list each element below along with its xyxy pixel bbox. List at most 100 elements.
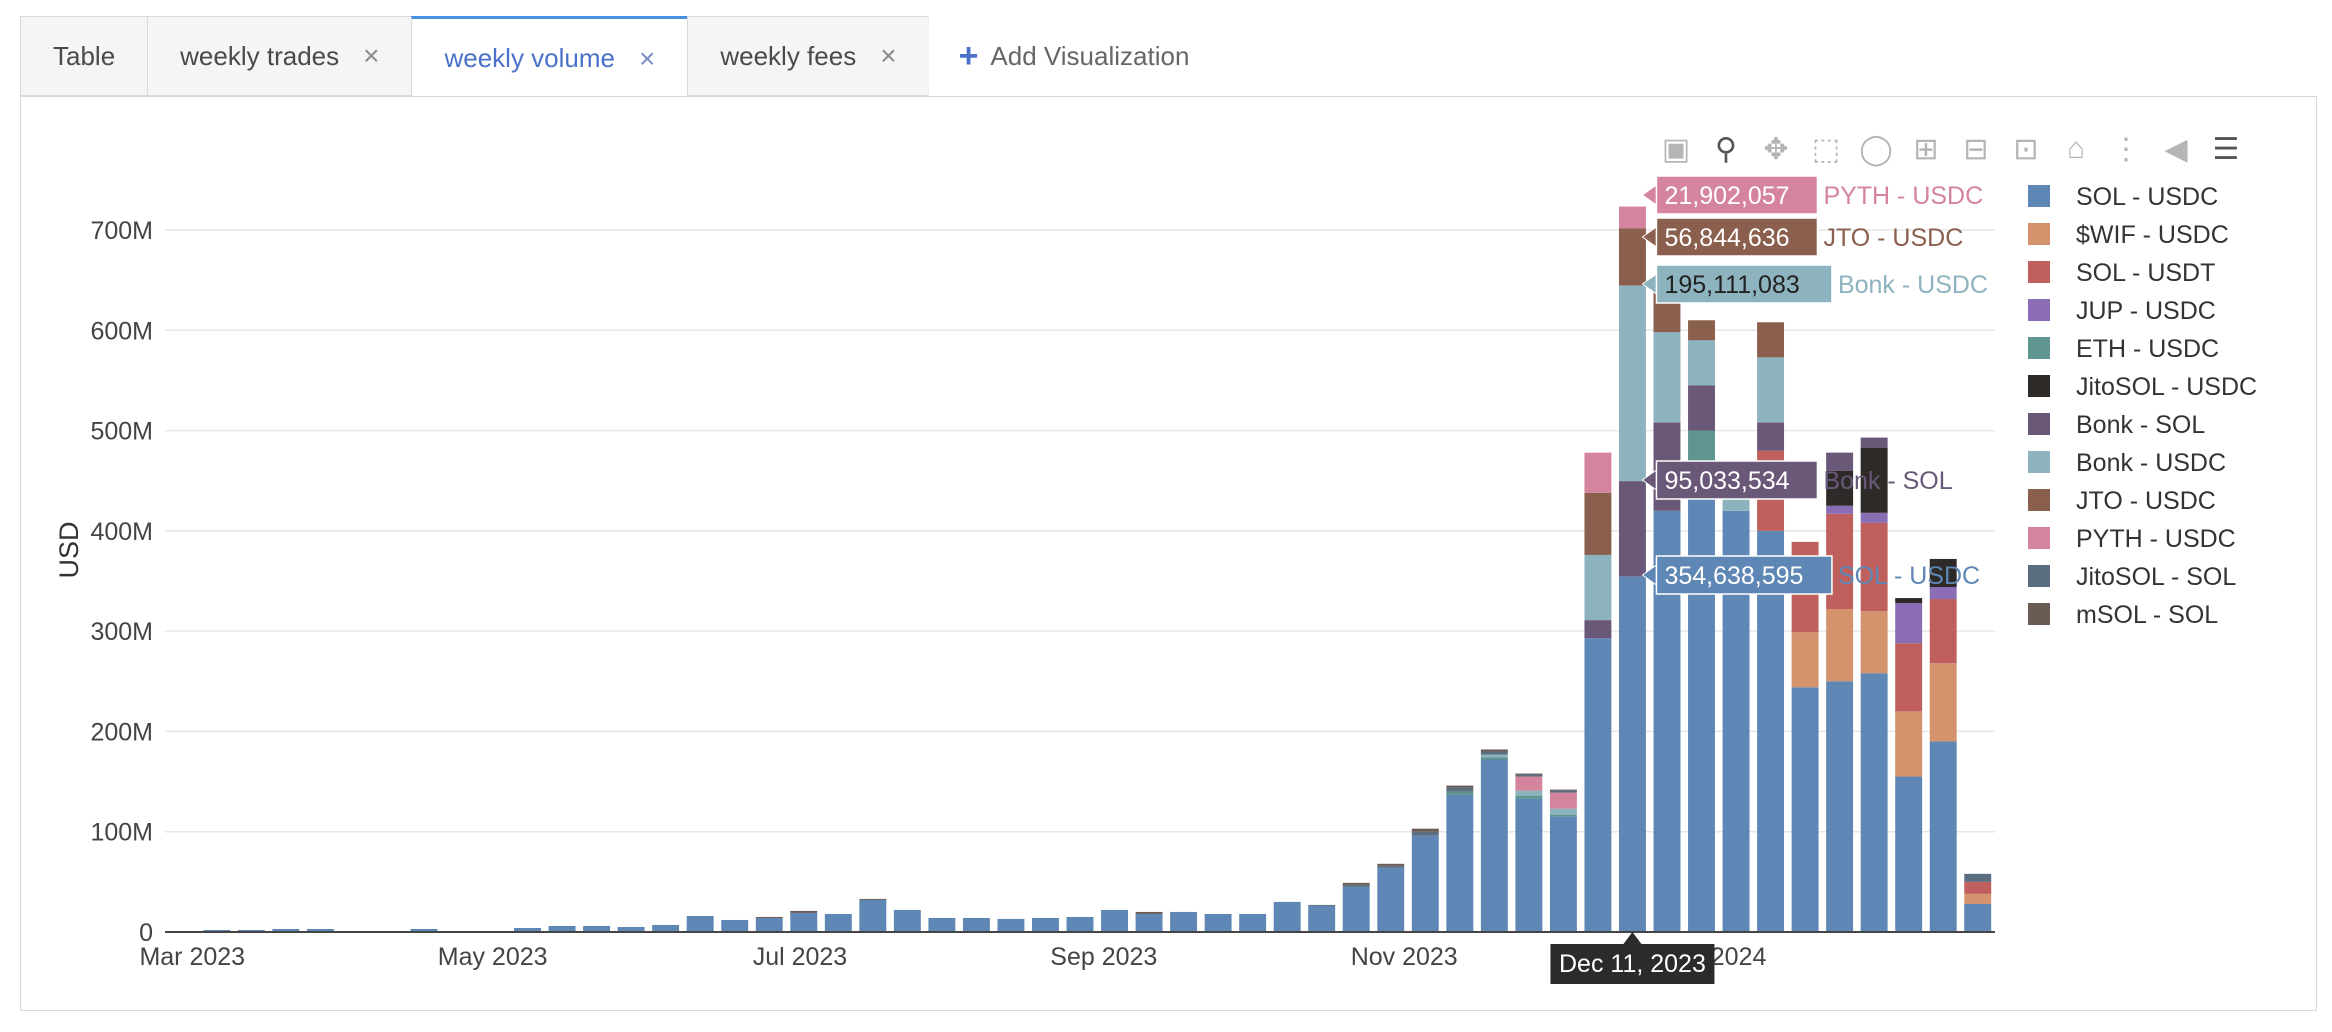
bar-segment[interactable] — [1515, 776, 1543, 791]
bar-segment[interactable] — [1757, 530, 1785, 932]
bar-segment[interactable] — [1688, 430, 1715, 461]
tab-weekly-volume[interactable]: weekly volume × — [411, 16, 688, 98]
bar-segment[interactable] — [1515, 798, 1543, 932]
tab-weekly-trades[interactable]: weekly trades × — [147, 16, 412, 96]
bar-segment[interactable] — [859, 898, 887, 900]
legend-item[interactable]: JitoSOL - SOL — [2028, 563, 2236, 591]
reset-axes-icon[interactable]: ⌂ — [2066, 132, 2086, 165]
bar-segment[interactable] — [1826, 505, 1854, 514]
bar-segment[interactable] — [1688, 385, 1715, 431]
bar-segment[interactable] — [1480, 751, 1508, 755]
bar-segment[interactable] — [1618, 285, 1646, 482]
bar-segment[interactable] — [1826, 681, 1854, 932]
bar-segment[interactable] — [1964, 873, 1992, 882]
bar-segment[interactable] — [1515, 774, 1543, 777]
bar-segment[interactable] — [1549, 790, 1577, 793]
bar-segment[interactable] — [755, 916, 783, 918]
bar-segment[interactable] — [824, 913, 852, 932]
legend-item[interactable]: JUP - USDC — [2028, 297, 2216, 325]
bar-segment[interactable] — [1480, 759, 1508, 932]
bar-segment[interactable] — [1964, 881, 1992, 894]
bar-segment[interactable] — [1618, 206, 1646, 229]
box-select-icon[interactable]: ⬚ — [1811, 133, 1841, 166]
bar-segment[interactable] — [1584, 492, 1612, 555]
bar-segment[interactable] — [1066, 916, 1094, 932]
bar-segment[interactable] — [1860, 611, 1888, 674]
bar-segment[interactable] — [686, 915, 714, 932]
bar-segment[interactable] — [1411, 831, 1439, 836]
bar-segment[interactable] — [1239, 913, 1267, 932]
bar-segment[interactable] — [1446, 794, 1474, 932]
bar-segment[interactable] — [1688, 320, 1715, 341]
legend-item[interactable]: $WIF - USDC — [2028, 221, 2229, 249]
bar-segment[interactable] — [617, 926, 645, 932]
bar-segment[interactable] — [893, 909, 921, 932]
bar-segment[interactable] — [1688, 340, 1715, 386]
bar-segment[interactable] — [1929, 741, 1957, 932]
bar-segment[interactable] — [1584, 554, 1612, 621]
bar-segment[interactable] — [859, 899, 887, 932]
bar-segment[interactable] — [790, 912, 818, 932]
bar-segment[interactable] — [1826, 452, 1854, 471]
bar-segment[interactable] — [1584, 452, 1612, 493]
bar-segment[interactable] — [548, 925, 576, 932]
bar-segment[interactable] — [1480, 754, 1508, 758]
bar-segment[interactable] — [1549, 814, 1577, 817]
bar-segment[interactable] — [1549, 808, 1577, 815]
bar-segment[interactable] — [514, 927, 542, 932]
bar-segment[interactable] — [1411, 828, 1439, 832]
bar-segment[interactable] — [1480, 749, 1508, 752]
bar-segment[interactable] — [1377, 867, 1405, 932]
zoom-icon[interactable]: ⚲ — [1715, 133, 1737, 166]
tab-weekly-fees[interactable]: weekly fees × — [687, 16, 929, 96]
bar-segment[interactable] — [1826, 609, 1854, 682]
bar-segment[interactable] — [272, 928, 300, 932]
bar-segment[interactable] — [1204, 913, 1232, 932]
hover-compare-icon[interactable]: ☰ — [2212, 133, 2240, 166]
bar-segment[interactable] — [1929, 599, 1957, 664]
bar-segment[interactable] — [1515, 790, 1543, 796]
legend-item[interactable]: Bonk - SOL — [2028, 411, 2205, 439]
bar-segment[interactable] — [1860, 522, 1888, 612]
bar-segment[interactable] — [1515, 795, 1543, 799]
bar-segment[interactable] — [928, 917, 956, 932]
bar-segment[interactable] — [1584, 638, 1612, 932]
bar-segment[interactable] — [1101, 909, 1128, 932]
legend-item[interactable]: ETH - USDC — [2028, 335, 2219, 363]
bar-segment[interactable] — [583, 925, 611, 932]
bar-segment[interactable] — [1377, 865, 1405, 868]
bar-segment[interactable] — [1757, 322, 1785, 358]
bar-segment[interactable] — [652, 924, 680, 932]
bar-segment[interactable] — [1032, 917, 1059, 932]
bar-segment[interactable] — [1929, 558, 1957, 588]
bar-segment[interactable] — [1618, 481, 1646, 577]
bar-segment[interactable] — [1688, 460, 1715, 932]
bar-segment[interactable] — [1480, 757, 1508, 760]
bar-segment[interactable] — [1342, 886, 1370, 932]
bar-segment[interactable] — [1895, 598, 1923, 604]
legend-item[interactable]: JitoSOL - USDC — [2028, 373, 2257, 401]
bar-segment[interactable] — [1135, 911, 1163, 914]
zoom-out-icon[interactable]: ⊟ — [1963, 133, 1989, 166]
bar-segment[interactable] — [1653, 332, 1681, 423]
bar-segment[interactable] — [1964, 903, 1992, 932]
bar-segment[interactable] — [1860, 447, 1888, 513]
legend-item[interactable]: JTO - USDC — [2028, 487, 2216, 515]
bar-segment[interactable] — [1895, 776, 1923, 932]
bar-segment[interactable] — [1273, 901, 1301, 932]
bar-segment[interactable] — [1757, 357, 1785, 423]
bar-segment[interactable] — [306, 928, 334, 932]
legend-item[interactable]: PYTH - USDC — [2028, 525, 2236, 553]
bar-segment[interactable] — [1895, 603, 1923, 644]
lasso-icon[interactable]: ◯ — [1859, 133, 1893, 166]
legend-item[interactable]: Bonk - USDC — [2028, 449, 2226, 477]
bar-segment[interactable] — [410, 928, 438, 932]
bar-segment[interactable] — [1411, 835, 1439, 932]
tab-table[interactable]: Table — [20, 16, 148, 96]
bar-segment[interactable] — [237, 929, 265, 932]
bar-segment[interactable] — [1618, 576, 1646, 932]
bar-segment[interactable] — [1549, 792, 1577, 809]
bar-segment[interactable] — [997, 918, 1025, 932]
bar-segment[interactable] — [755, 917, 783, 932]
bar-segment[interactable] — [203, 929, 231, 932]
